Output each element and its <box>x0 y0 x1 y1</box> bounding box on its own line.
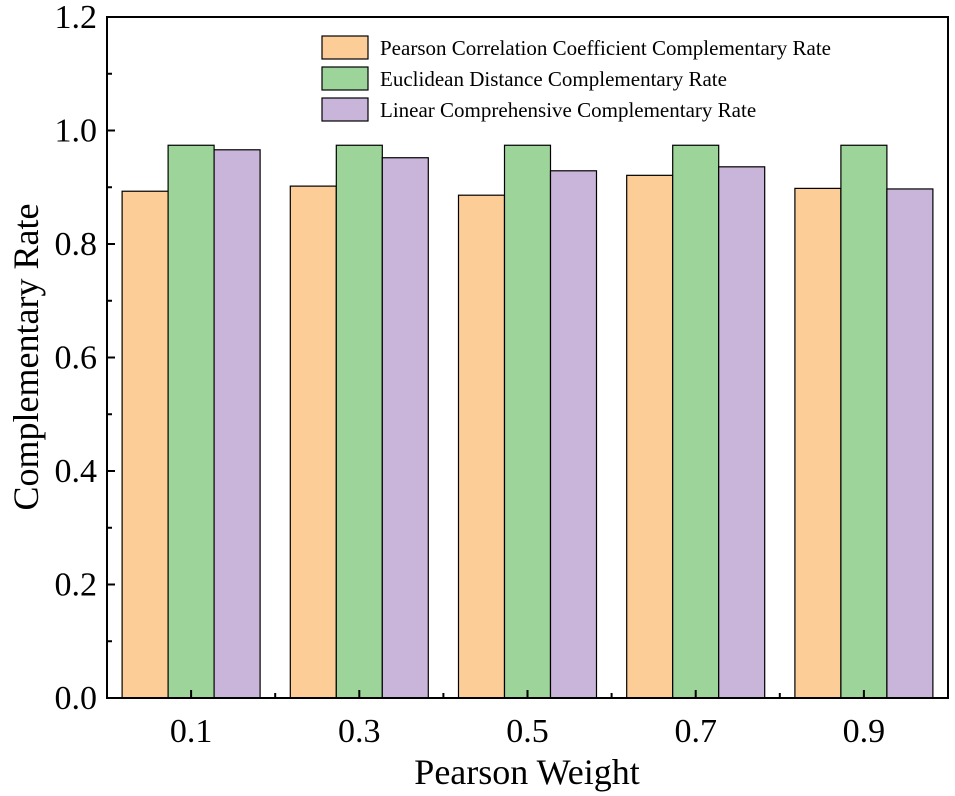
x-tick-label: 0.5 <box>506 713 549 750</box>
x-tick-label: 0.9 <box>843 713 886 750</box>
bar-s2-0.3 <box>335 144 383 699</box>
legend-swatch-2 <box>321 66 369 91</box>
y-tick-label: 0.8 <box>55 226 98 263</box>
x-axis-title: Pearson Weight <box>414 752 639 792</box>
y-tick-label: 1.2 <box>55 0 98 36</box>
ticks-layer: 0.0 0.2 0.4 0.6 0.8 1.0 1.2 0.1 0.3 0.5 0.7 0.9 <box>55 0 949 750</box>
legend-label-3: Linear Comprehensive Complementary Rate <box>380 98 756 122</box>
bar-s1-0.3 <box>289 185 337 699</box>
y-tick-label: 0.6 <box>55 340 98 377</box>
y-axis-title: Complementary Rate <box>6 204 46 511</box>
x-tick-label: 0.7 <box>674 713 717 750</box>
bar-s3-0.9 <box>886 188 934 699</box>
bar-s3-0.5 <box>549 170 598 699</box>
bar-s2-0.5 <box>503 144 552 699</box>
legend: Pearson Correlation Coefficient Compleme… <box>321 35 831 122</box>
legend-label-2: Euclidean Distance Complementary Rate <box>380 67 727 91</box>
y-tick-label: 0.0 <box>55 680 98 717</box>
x-tick-label: 0.3 <box>338 713 381 750</box>
y-tick-label: 1.0 <box>55 113 98 150</box>
y-tick-label: 0.4 <box>55 453 98 490</box>
bar-s2-0.9 <box>840 144 888 699</box>
bar-s1-0.7 <box>626 174 674 699</box>
bar-s1-0.1 <box>121 190 169 699</box>
bar-s2-0.7 <box>672 144 720 699</box>
legend-swatch-1 <box>321 35 369 60</box>
legend-swatch-3 <box>321 97 369 122</box>
bar-s1-0.5 <box>457 194 506 699</box>
y-tick-label: 0.2 <box>55 567 98 604</box>
bars-layer <box>121 144 934 699</box>
bar-s1-0.9 <box>794 187 842 699</box>
bar-s3-0.3 <box>381 157 429 699</box>
bar-s3-0.7 <box>718 166 766 699</box>
bar-s3-0.1 <box>213 149 261 699</box>
bar-s2-0.1 <box>167 144 215 699</box>
x-tick-label: 0.1 <box>170 713 213 750</box>
legend-label-1: Pearson Correlation Coefficient Compleme… <box>380 36 831 60</box>
